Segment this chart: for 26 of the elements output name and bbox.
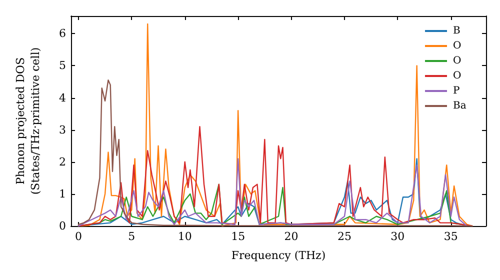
legend-label: B (453, 26, 460, 36)
y-tick-label: 5 (59, 59, 66, 72)
y-tick-label: 6 (59, 27, 66, 40)
x-tick-label: 35 (444, 230, 458, 243)
legend-label: O (453, 56, 462, 66)
y-tick-label: 3 (59, 123, 66, 136)
legend-label: P (453, 86, 460, 96)
x-tick-label: 25 (337, 230, 352, 243)
line-series (78, 158, 468, 227)
y-tick-label: 2 (59, 155, 66, 168)
x-tick-label: 5 (128, 230, 136, 243)
x-tick-label: 0 (74, 230, 82, 243)
y-axis-title: Phonon projected DOS (States/THz·primitive cell) (14, 47, 42, 195)
x-tick-label: 20 (284, 230, 298, 243)
legend-label: O (453, 40, 462, 52)
y-tick-label: 1 (59, 187, 66, 200)
x-tick-label: 10 (178, 230, 192, 243)
x-tick-label: 30 (390, 230, 405, 243)
y-tick-label: 4 (59, 91, 66, 104)
x-axis-title: Frequency (THz) (231, 249, 326, 262)
line-series (78, 80, 473, 227)
line-series (78, 126, 473, 227)
legend-label: O (453, 70, 462, 82)
legend-label: Ba (453, 100, 466, 112)
x-tick-label: 15 (231, 230, 246, 243)
y-tick-label: 0 (59, 220, 66, 232)
